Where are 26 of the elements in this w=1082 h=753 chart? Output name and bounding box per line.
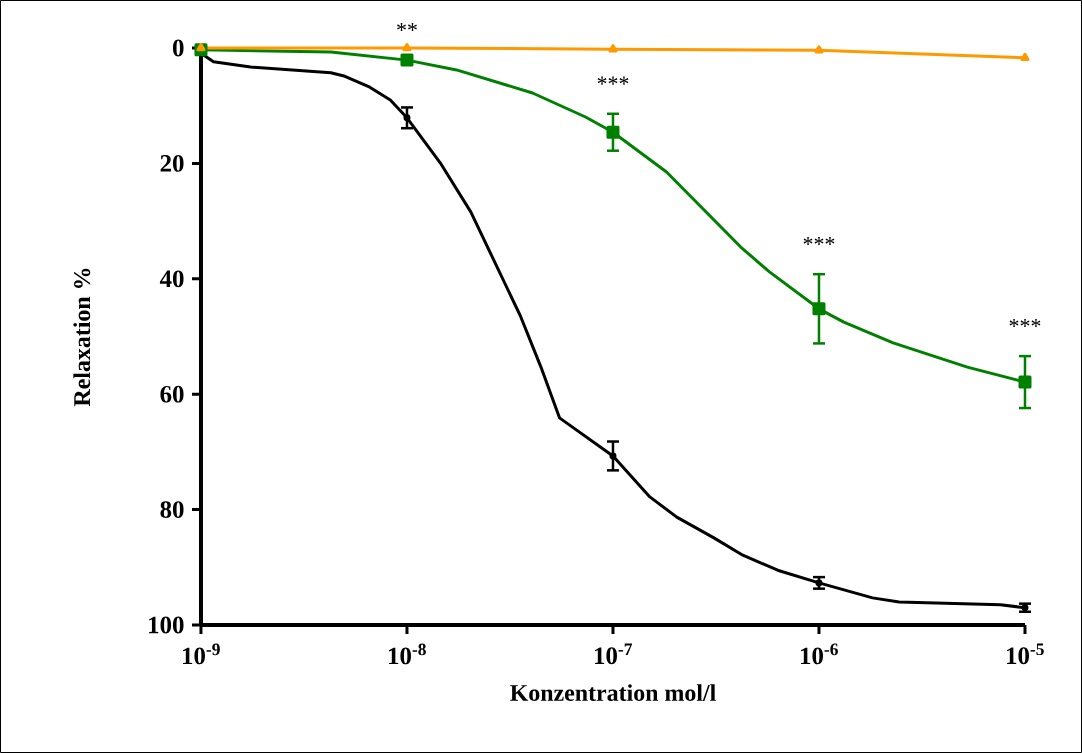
x-tick-label: 10$^{-6}$ — [801, 643, 838, 665]
x-tick-label: 10$^{-9}$ — [183, 643, 220, 665]
annotation: ** — [397, 22, 417, 31]
y-tick-label: 0 — [172, 39, 184, 57]
annotation: *** — [1009, 318, 1041, 327]
x-tick-label: 10$^{-5}$ — [1007, 643, 1044, 665]
point — [812, 302, 826, 316]
x-tick-label: 10$^{-7}$ — [595, 643, 633, 665]
x-tick-label: 10$^{-8}$ — [389, 643, 426, 665]
x-axis-title: Konzentration mol/l — [510, 684, 716, 702]
annotation: *** — [597, 76, 629, 85]
point — [606, 125, 620, 139]
point — [402, 43, 412, 52]
point — [400, 53, 414, 67]
y-tick-label: 40 — [159, 270, 184, 288]
point — [608, 44, 618, 53]
point — [196, 43, 206, 52]
y-tick-label: 80 — [160, 501, 184, 519]
annotation: *** — [803, 237, 835, 246]
point — [1018, 375, 1032, 389]
y-tick-label: 100 — [149, 616, 184, 634]
point — [1020, 52, 1030, 62]
point — [814, 45, 824, 54]
y-tick-label: 60 — [160, 385, 184, 403]
y-axis-title: Relaxation % — [73, 268, 91, 407]
y-tick-label: 20 — [160, 155, 184, 172]
